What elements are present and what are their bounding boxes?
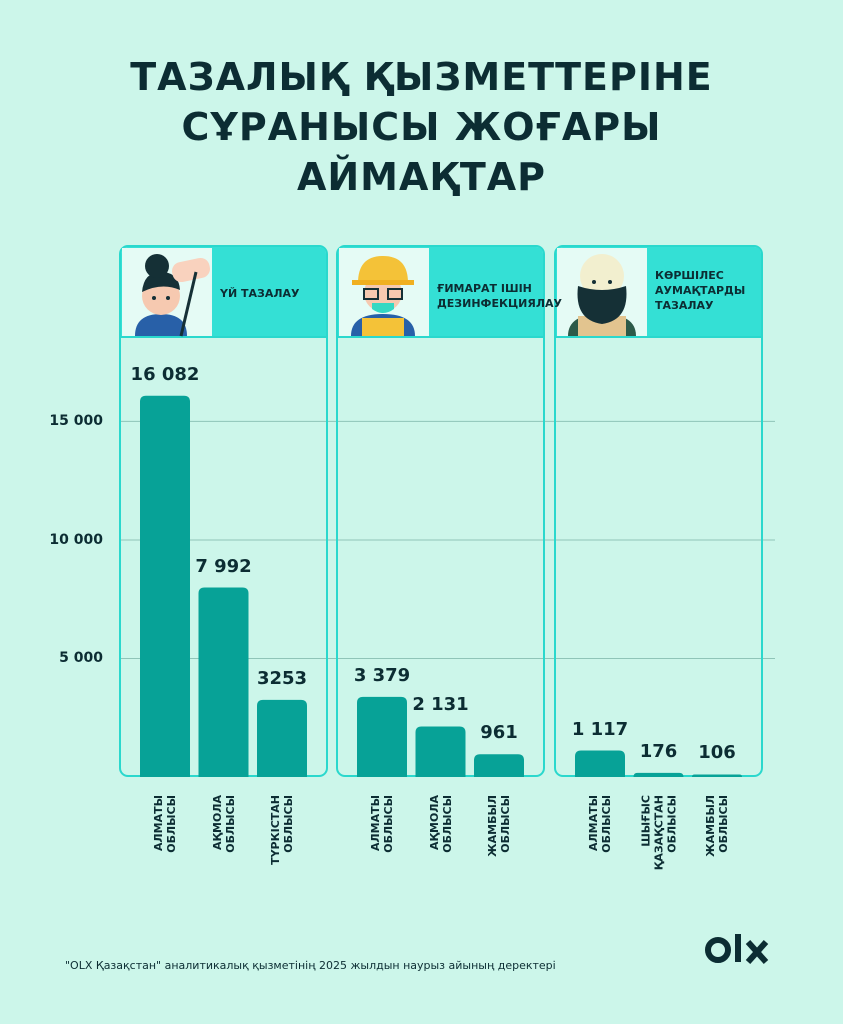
category-label: АЛМАТЫ ОБЛЫСЫ [152,795,178,853]
category-label: ШЫҒЫС ҚАЗАҚСТАН ОБЛЫСЫ [639,795,678,871]
value-label: 106 [698,742,736,764]
value-label: 1 117 [571,718,629,740]
y-tick-label: 10 000 [49,531,103,548]
worker-icon [351,256,415,336]
olx-logo [705,934,769,965]
value-label: 176 [639,740,678,762]
bar [357,696,407,777]
bar [633,772,684,777]
category-label: АЛМАТЫ ОБЛЫСЫ [587,795,613,853]
value-label: 16 082 [130,363,200,385]
cleaner-icon [135,254,210,337]
panel-title: ҒИМАРАТ ІШІН ДЕЗИНФЕКЦИЯЛАУ [437,282,562,310]
value-label: 961 [480,722,518,744]
bar [474,754,524,777]
category-label: АҚМОЛА ОБЛЫСЫ [427,795,454,853]
category-label: АҚМОЛА ОБЛЫСЫ [210,795,237,853]
panel-title: КӨРШІЛЕС АУМАҚТАРДЫ ТАЗАЛАУ [655,269,746,312]
y-tick-label: 15 000 [49,413,103,430]
category-label: ЖАМБЫЛ ОБЛЫСЫ [486,795,512,857]
bearded-icon [568,254,636,336]
category-label: ЖАМБЫЛ ОБЛЫСЫ [704,795,730,857]
page-title: ТАЗАЛЫҚ ҚЫЗМЕТТЕРІНЕ СҰРАНЫСЫ ЖОҒАРЫ АЙМ… [130,55,713,199]
bar [692,774,742,777]
category-label: ТҮРКІСТАН ОБЛЫСЫ [269,795,295,865]
value-label: 2 131 [412,694,469,716]
value-label: 3253 [256,667,308,689]
bar [198,587,249,777]
bar [575,750,625,777]
bar [257,699,307,777]
category-label: АЛМАТЫ ОБЛЫСЫ [369,795,395,853]
bar [140,395,190,777]
bar [415,726,466,777]
panel-title: ҮЙ ТАЗАЛАУ [220,287,300,300]
source-note: "OLX Қазақстан" аналитикалық қызметінің … [65,959,556,972]
value-label: 7 992 [195,555,252,577]
value-label: 3 379 [353,664,411,686]
y-tick-label: 5 000 [59,650,103,667]
